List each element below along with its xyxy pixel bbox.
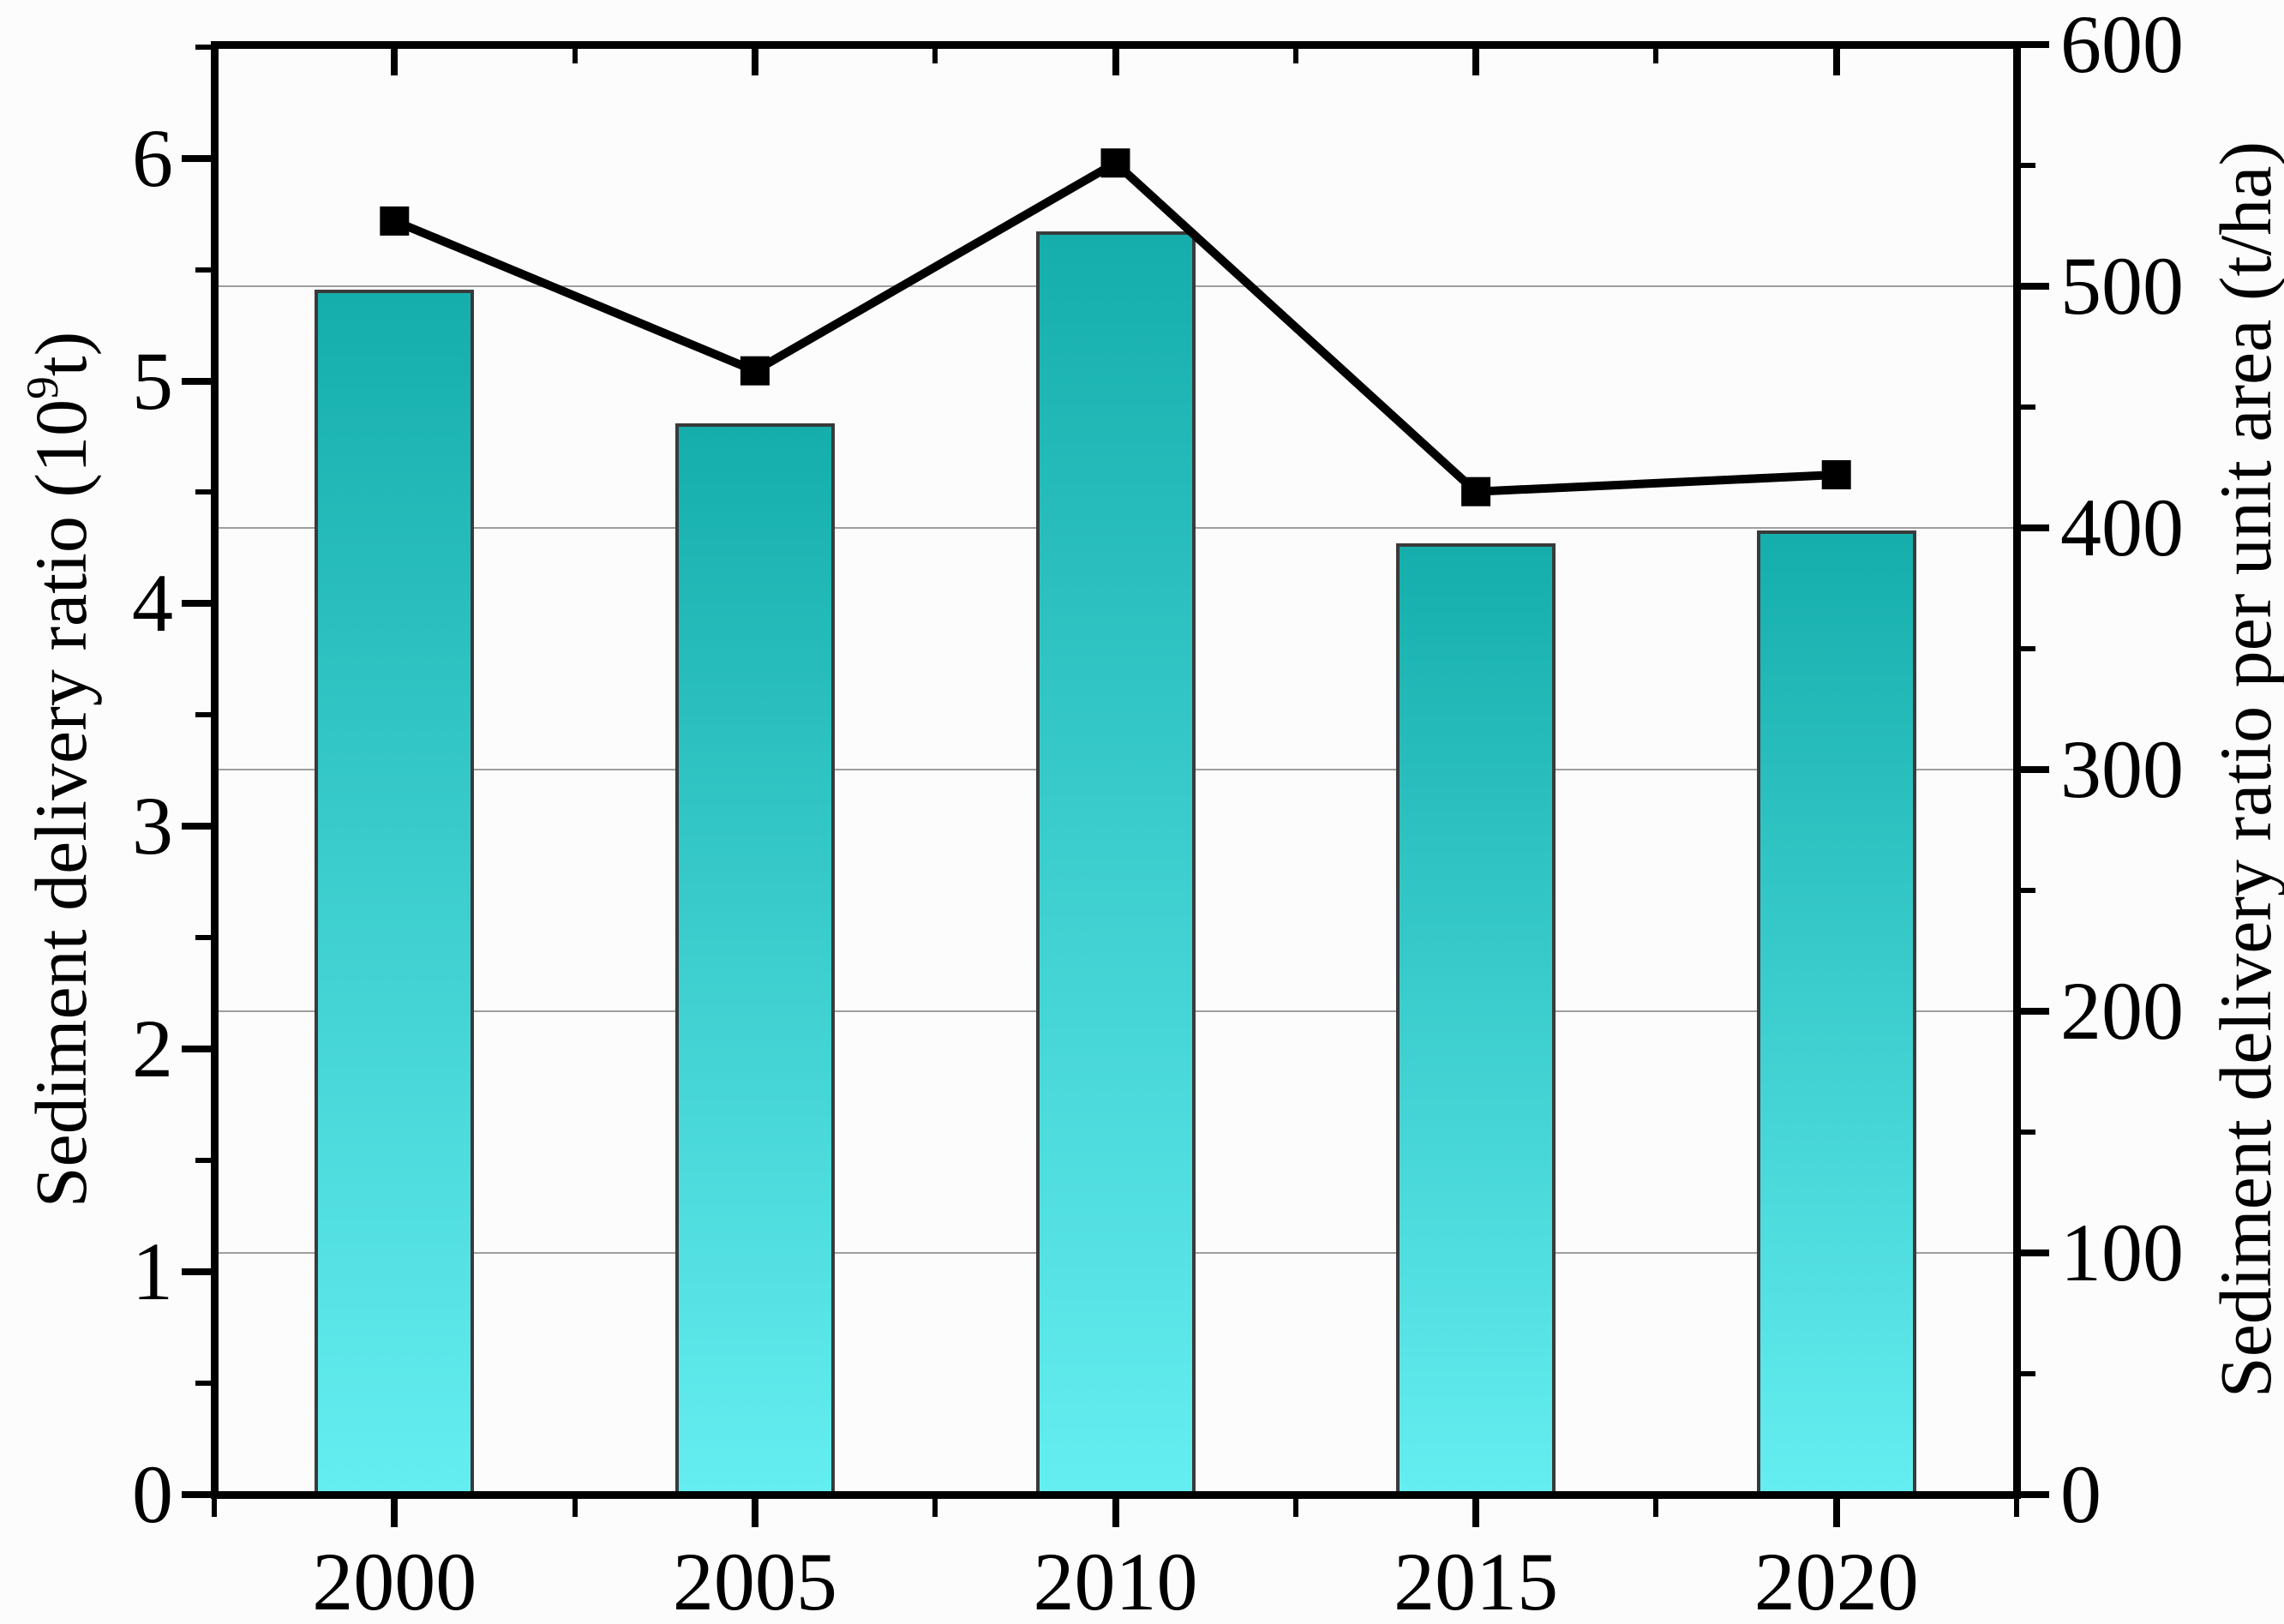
right-major-tick-0 (2017, 1491, 2049, 1498)
left-axis-tick-label-0: 0 (132, 1448, 173, 1540)
right-axis-tick-label-300: 300 (2060, 723, 2184, 815)
left-axis-title-superscript: 9 (16, 376, 69, 399)
left-axis-title-suffix: t) (19, 331, 102, 377)
right-axis-tick-label-400: 400 (2060, 482, 2184, 573)
left-minor-tick (195, 935, 214, 941)
top-major-tick-2000 (391, 45, 399, 75)
right-axis-tick-label-600: 600 (2060, 0, 2184, 90)
left-major-tick-6 (182, 154, 214, 162)
data-point-marker-2000 (380, 206, 410, 236)
right-major-tick-300 (2017, 766, 2049, 773)
x-major-tick-2000 (391, 1495, 399, 1527)
right-minor-tick (2017, 1130, 2035, 1135)
left-minor-tick (195, 712, 214, 718)
left-minor-tick (195, 44, 214, 50)
x-axis-tick-label-2005: 2005 (672, 1536, 837, 1624)
left-axis-tick-label-6: 6 (132, 111, 173, 204)
bar-2020 (1756, 530, 1916, 1495)
right-major-tick-600 (2017, 41, 2049, 48)
right-minor-tick (2017, 405, 2035, 410)
left-major-tick-5 (182, 377, 214, 385)
left-minor-tick (195, 1381, 214, 1386)
left-minor-tick (195, 267, 214, 273)
top-minor-tick (1653, 45, 1659, 63)
bar-2010 (1035, 231, 1196, 1495)
x-axis-tick-label-2020: 2020 (1753, 1536, 1919, 1624)
left-major-tick-2 (182, 1046, 214, 1053)
left-major-tick-0 (182, 1491, 214, 1498)
right-axis-tick-label-100: 100 (2060, 1207, 2184, 1298)
top-major-tick-2010 (1112, 45, 1119, 75)
left-major-tick-4 (182, 600, 214, 608)
axis-frame (210, 40, 2021, 1499)
left-minor-tick (195, 1158, 214, 1164)
right-major-tick-100 (2017, 1249, 2049, 1256)
right-major-tick-200 (2017, 1008, 2049, 1015)
x-axis-tick-label-2010: 2010 (1033, 1536, 1198, 1624)
data-point-marker-2015 (1461, 476, 1491, 506)
x-axis-tick-label-2015: 2015 (1394, 1536, 1559, 1624)
right-minor-tick (2017, 888, 2035, 893)
left-axis-tick-label-1: 1 (132, 1225, 173, 1318)
left-axis-tick-label-5: 5 (132, 334, 173, 427)
left-major-tick-1 (182, 1268, 214, 1276)
top-minor-tick (932, 45, 938, 63)
data-point-marker-2020 (1821, 460, 1851, 489)
x-minor-tick (2014, 1495, 2019, 1517)
x-minor-tick (1292, 1495, 1298, 1517)
x-major-tick-2010 (1112, 1495, 1119, 1527)
top-minor-tick (572, 45, 578, 63)
bar-2000 (315, 289, 475, 1495)
right-major-tick-400 (2017, 524, 2049, 531)
x-minor-tick (572, 1495, 578, 1517)
top-major-tick-2020 (1832, 45, 1840, 75)
left-axis-title-prefix: Sediment delivery ratio (10 (19, 399, 102, 1208)
x-major-tick-2020 (1832, 1495, 1840, 1527)
left-minor-tick (195, 489, 214, 495)
x-major-tick-2005 (751, 1495, 758, 1527)
right-axis-tick-label-0: 0 (2060, 1448, 2101, 1540)
right-minor-tick (2017, 1371, 2035, 1376)
right-axis-tick-label-200: 200 (2060, 965, 2184, 1057)
right-axis-title: Sediment delivery ratio per unit area (t… (2204, 141, 2284, 1399)
right-minor-tick (2017, 163, 2035, 168)
left-axis-tick-label-4: 4 (132, 557, 173, 650)
right-major-tick-500 (2017, 283, 2049, 290)
top-major-tick-2005 (751, 45, 758, 75)
x-minor-tick (1653, 1495, 1659, 1517)
top-major-tick-2015 (1472, 45, 1480, 75)
bar-2005 (674, 422, 835, 1495)
bar-2015 (1396, 543, 1556, 1495)
left-axis-tick-label-3: 3 (132, 780, 173, 872)
left-axis-title: Sediment delivery ratio (109t) (17, 332, 102, 1208)
data-point-marker-2005 (740, 356, 770, 386)
right-axis-tick-label-500: 500 (2060, 240, 2184, 332)
x-minor-tick (932, 1495, 938, 1517)
left-axis-tick-label-2: 2 (132, 1003, 173, 1095)
left-major-tick-3 (182, 823, 214, 830)
top-minor-tick (1292, 45, 1298, 63)
data-point-marker-2010 (1100, 148, 1130, 178)
x-axis-tick-label-2000: 2000 (312, 1536, 477, 1624)
right-minor-tick (2017, 646, 2035, 651)
x-major-tick-2015 (1472, 1495, 1480, 1527)
x-minor-tick (212, 1495, 217, 1517)
